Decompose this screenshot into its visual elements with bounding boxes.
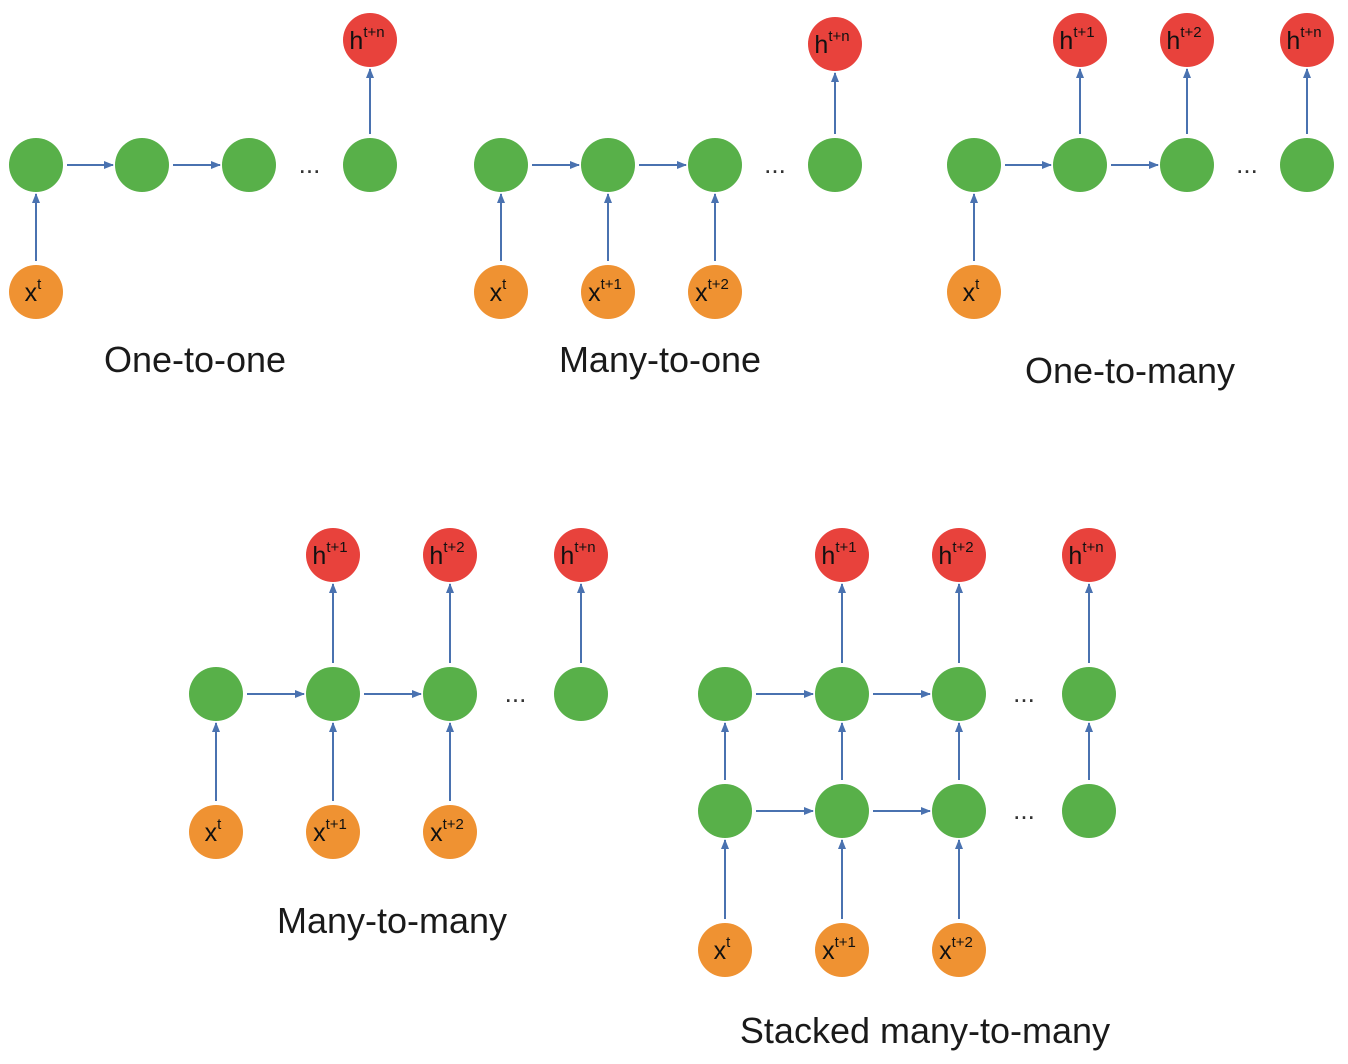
diagram-1-input-0-label: xt [25, 276, 43, 307]
diagram-4-input-1 [306, 805, 360, 859]
diagram-2-output-0 [808, 17, 862, 71]
diagram-3-hidden-r0-c0 [947, 138, 1001, 192]
diagram-2-input-1 [581, 265, 635, 319]
diagram-3-output-1-label: ht+2 [1166, 24, 1201, 55]
diagram-2-output-0-label: ht+n [814, 28, 849, 59]
diagram-3-output-2-label: ht+n [1286, 24, 1321, 55]
diagram-5-caption: Stacked many-to-many [740, 1010, 1110, 1051]
nodes-layer [9, 13, 1334, 977]
diagram-5-hidden-r0-c1 [815, 667, 869, 721]
diagram-4-input-1-label: xt+1 [313, 816, 347, 847]
diagram-5-input-1 [815, 923, 869, 977]
diagram-5-hidden-r1-c0 [698, 784, 752, 838]
diagram-4-output-1 [423, 528, 477, 582]
diagram-2-hidden-r0-c3 [808, 138, 862, 192]
diagram-4-hidden-r0-c2 [423, 667, 477, 721]
diagram-4-caption: Many-to-many [277, 900, 507, 941]
diagram-5-output-2-label: ht+n [1068, 539, 1103, 570]
diagram-3-hidden-r0-c1 [1053, 138, 1107, 192]
diagram-1-ellipsis-r0: ... [299, 149, 321, 179]
diagram-4-input-0 [189, 805, 243, 859]
diagram-3-ellipsis-r0: ... [1236, 149, 1258, 179]
diagram-5-hidden-r0-c2 [932, 667, 986, 721]
diagram-5-hidden-r0-c0 [698, 667, 752, 721]
diagram-4-input-0-label: xt [205, 816, 223, 847]
diagram-2-input-0 [474, 265, 528, 319]
diagram-5-output-2 [1062, 528, 1116, 582]
diagram-4-output-0-label: ht+1 [312, 539, 347, 570]
diagram-5-output-1-label: ht+2 [938, 539, 973, 570]
diagram-3-output-0-label: ht+1 [1059, 24, 1094, 55]
diagram-1-hidden-r0-c3 [343, 138, 397, 192]
diagram-1-hidden-r0-c0 [9, 138, 63, 192]
diagram-5-input-0 [698, 923, 752, 977]
diagram-1-input-0 [9, 265, 63, 319]
diagram-2-caption: Many-to-one [559, 339, 761, 380]
diagram-1-caption: One-to-one [104, 339, 286, 380]
diagram-4-hidden-r0-c3 [554, 667, 608, 721]
diagram-5-input-2 [932, 923, 986, 977]
diagram-1-hidden-r0-c1 [115, 138, 169, 192]
diagram-2-hidden-r0-c1 [581, 138, 635, 192]
diagram-2-input-1-label: xt+1 [588, 276, 622, 307]
diagram-4-hidden-r0-c1 [306, 667, 360, 721]
diagram-4-hidden-r0-c0 [189, 667, 243, 721]
diagram-4-input-2-label: xt+2 [430, 816, 464, 847]
diagram-2-ellipsis-r0: ... [764, 149, 786, 179]
diagram-5-hidden-r1-c1 [815, 784, 869, 838]
diagram-3-input-0 [947, 265, 1001, 319]
diagram-4-output-2 [554, 528, 608, 582]
diagram-5-output-0-label: ht+1 [821, 539, 856, 570]
diagram-3-input-0-label: xt [963, 276, 981, 307]
diagram-3-output-1 [1160, 13, 1214, 67]
diagram-1-output-0 [343, 13, 397, 67]
diagram-5-hidden-r1-c3 [1062, 784, 1116, 838]
diagram-2-input-2-label: xt+2 [695, 276, 729, 307]
diagram-1-hidden-r0-c2 [222, 138, 276, 192]
diagram-2-hidden-r0-c2 [688, 138, 742, 192]
diagram-3-caption: One-to-many [1025, 350, 1235, 391]
diagram-3-hidden-r0-c3 [1280, 138, 1334, 192]
diagram-2-hidden-r0-c0 [474, 138, 528, 192]
diagram-5-ellipsis-r1: ... [1013, 795, 1035, 825]
diagram-5-input-2-label: xt+2 [939, 934, 973, 965]
diagram-5-input-0-label: xt [714, 934, 732, 965]
diagram-5-hidden-r0-c3 [1062, 667, 1116, 721]
diagram-1-output-0-label: ht+n [349, 24, 384, 55]
diagram-4-output-2-label: ht+n [560, 539, 595, 570]
diagram-5-hidden-r1-c2 [932, 784, 986, 838]
diagram-2-input-2 [688, 265, 742, 319]
text-layer: ... xt ht+n One-to-one... xt xt+1 xt+2 ht+n Many… [25, 24, 1322, 1051]
diagram-4-output-0 [306, 528, 360, 582]
diagram-5-output-0 [815, 528, 869, 582]
diagram-4-input-2 [423, 805, 477, 859]
edges-layer [32, 68, 1311, 919]
diagram-4-output-1-label: ht+2 [429, 539, 464, 570]
diagram-5-ellipsis-r0: ... [1013, 678, 1035, 708]
diagram-2-input-0-label: xt [490, 276, 508, 307]
diagram-3-output-0 [1053, 13, 1107, 67]
diagram-5-output-1 [932, 528, 986, 582]
diagram-5-input-1-label: xt+1 [822, 934, 856, 965]
diagram-4-ellipsis-r0: ... [505, 678, 527, 708]
diagram-3-output-2 [1280, 13, 1334, 67]
diagram-3-hidden-r0-c2 [1160, 138, 1214, 192]
